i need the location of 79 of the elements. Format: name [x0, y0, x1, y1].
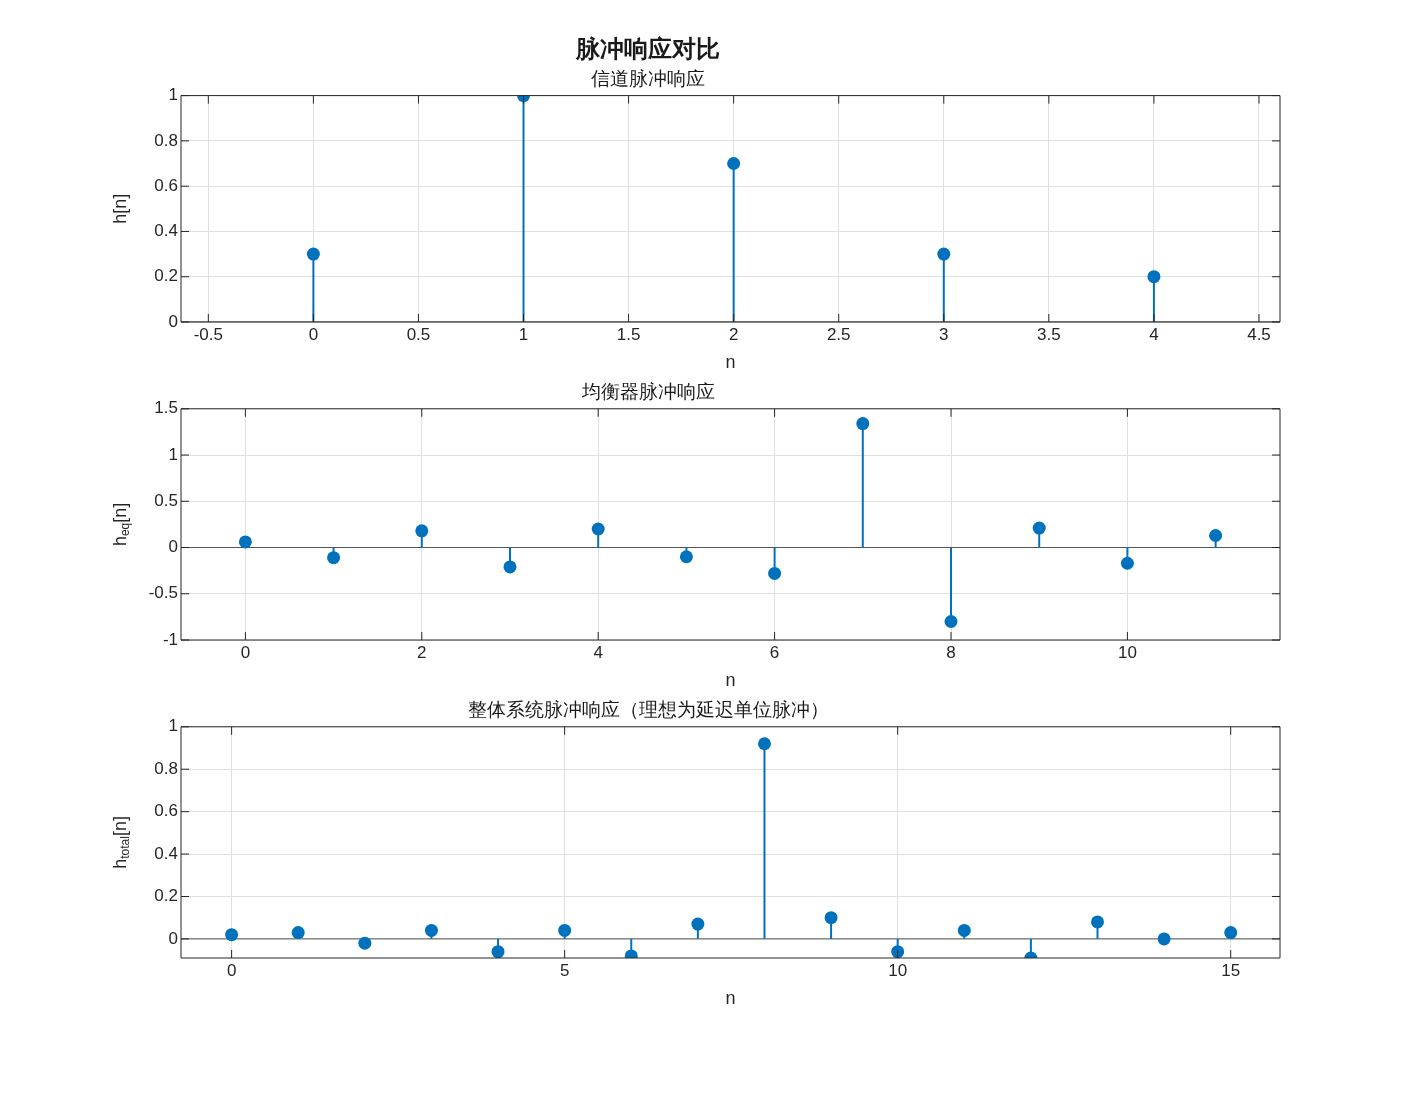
- y-tick-label: 1: [168, 444, 178, 464]
- y-tick-label: 0.2: [154, 266, 178, 286]
- point: [957, 923, 971, 937]
- x-tick-label: 1: [518, 324, 529, 344]
- point: [1157, 932, 1171, 946]
- y-tick-label: -1: [162, 629, 178, 649]
- y-tick-label: 0.5: [154, 490, 178, 510]
- y-tick-label: 0.6: [154, 801, 178, 821]
- x-tick-label: 10: [1117, 642, 1137, 662]
- point: [937, 247, 951, 261]
- point: [856, 417, 870, 431]
- y-tick-label: -0.5: [148, 583, 178, 603]
- point: [768, 566, 782, 580]
- x-axis-title: n: [725, 670, 736, 691]
- x-tick-label: 0: [240, 642, 251, 662]
- point: [1091, 915, 1104, 929]
- point: [679, 550, 693, 564]
- x-tick-label: 0: [308, 324, 319, 344]
- point: [291, 926, 305, 940]
- point: [327, 551, 341, 565]
- x-tick-label: 0.5: [406, 324, 431, 344]
- x-tick-label: -0.5: [193, 324, 223, 344]
- x-tick-label: 15: [1221, 960, 1241, 980]
- point: [558, 923, 572, 937]
- point: [944, 615, 958, 628]
- point: [691, 917, 705, 931]
- point: [727, 157, 741, 171]
- point: [891, 945, 905, 958]
- y-tick-label: 0.8: [154, 758, 178, 778]
- x-tick-label: 2: [728, 324, 739, 344]
- x-tick-label: 6: [769, 642, 780, 662]
- chart-title: 脉冲响应对比: [575, 34, 720, 63]
- y-tick-label: 0.2: [154, 886, 178, 906]
- x-tick-label: 5: [559, 960, 570, 980]
- point: [1209, 529, 1223, 542]
- y-tick-label: 0.4: [154, 221, 178, 241]
- chart-title: 均衡器脉冲响应: [580, 380, 715, 403]
- point: [238, 535, 252, 549]
- x-tick-label: 0: [226, 960, 237, 980]
- point: [306, 247, 320, 261]
- chart-subtitle: 信道脉冲响应: [591, 67, 705, 90]
- point: [757, 737, 771, 751]
- point: [591, 522, 605, 536]
- x-tick-label: 2.5: [826, 324, 851, 344]
- y-axis-title: htotal[n]: [109, 816, 133, 869]
- point: [1147, 270, 1161, 284]
- y-tick-label: 1: [168, 85, 178, 105]
- x-axis-title: n: [725, 988, 736, 1009]
- point: [424, 923, 438, 937]
- x-tick-label: 10: [888, 960, 908, 980]
- x-tick-label: 3.5: [1037, 324, 1061, 344]
- chart-title: 整体系统脉冲响应（理想为延迟单位脉冲）: [467, 698, 829, 721]
- y-axis-title: heq[n]: [109, 502, 133, 547]
- y-tick-label: 1: [168, 716, 178, 736]
- point: [358, 936, 372, 950]
- x-tick-label: 1.5: [616, 324, 641, 344]
- x-tick-label: 8: [946, 642, 956, 662]
- point: [415, 524, 429, 538]
- x-tick-label: 2: [417, 642, 427, 662]
- x-tick-label: 3: [939, 324, 949, 344]
- y-tick-label: 0.4: [154, 843, 178, 863]
- x-axis-title: n: [725, 352, 736, 373]
- point: [1120, 556, 1134, 570]
- point: [1032, 521, 1046, 535]
- x-tick-label: 4.5: [1247, 324, 1271, 344]
- y-axis-title: h[n]: [109, 193, 130, 224]
- point: [503, 560, 517, 574]
- x-tick-label: 4: [593, 642, 603, 662]
- y-tick-label: 0: [168, 311, 178, 331]
- point: [491, 945, 505, 958]
- point: [824, 911, 838, 925]
- point: [225, 928, 239, 942]
- y-tick-label: 0.6: [154, 175, 178, 195]
- y-tick-label: 0: [168, 537, 178, 557]
- y-tick-label: 0.8: [154, 130, 178, 150]
- y-tick-label: 1.5: [154, 398, 178, 418]
- x-tick-label: 4: [1149, 324, 1159, 344]
- y-tick-label: 0: [168, 928, 178, 948]
- point: [1224, 926, 1238, 940]
